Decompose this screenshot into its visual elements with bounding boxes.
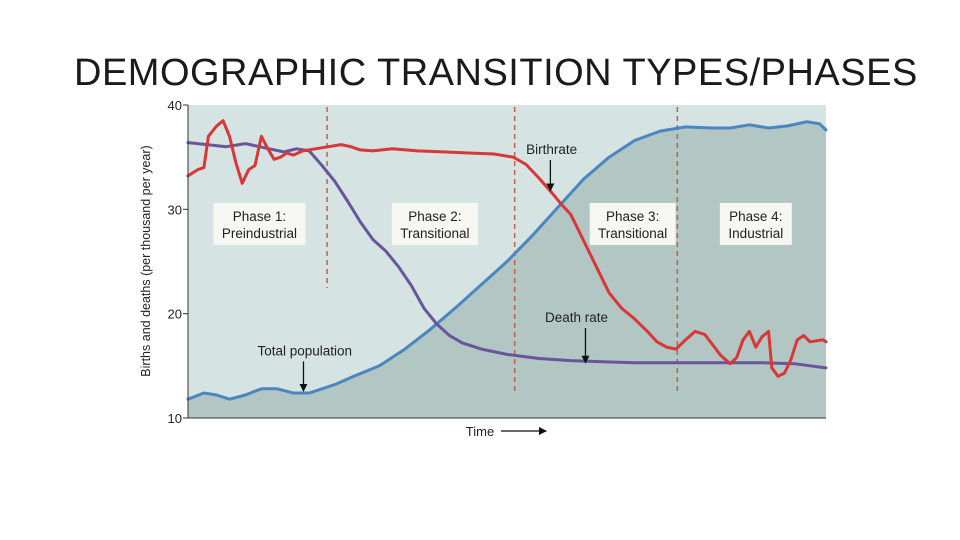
phase-number-text: Phase 4: [729,209,782,224]
phase-label-2: Phase 2: Transitional [391,202,478,245]
phase-label-box [589,202,676,245]
y-axis-title: Births and deaths (per thousand per year… [139,145,153,376]
phase-label-box [719,202,792,245]
phase-label-1: Phase 1: Preindustrial [213,202,306,245]
slide-title: DEMOGRAPHIC TRANSITION TYPES/PHASES [74,52,918,94]
phase-name-text: Preindustrial [222,226,297,241]
phase-label-3: Phase 3: Transitional [589,202,676,245]
phase-name-text: Transitional [598,226,667,241]
population-line [186,120,828,401]
y-tick-label: 20 [168,307,182,322]
deathrate-line [186,141,828,370]
annotation-label: Total population [257,343,352,358]
phase-label-box [391,202,478,245]
population-area-fill [188,121,826,419]
y-tick-label: 30 [168,202,182,217]
phase-number-text: Phase 1: [233,209,286,224]
phase-number-text: Phase 2: [408,209,461,224]
y-tick-label: 10 [168,411,182,426]
annotation-label: Birthrate [526,142,577,157]
y-tick-label: 40 [168,98,182,113]
x-axis-title: Time [466,424,494,439]
phase-label-box [213,202,306,245]
phase-number-text: Phase 3: [606,209,659,224]
phase-name-text: Transitional [400,226,469,241]
phase-name-text: Industrial [728,226,783,241]
birthrate-line [186,119,828,378]
annotation-label: Death rate [545,310,608,325]
phase-label-4: Phase 4: Industrial [719,202,792,245]
